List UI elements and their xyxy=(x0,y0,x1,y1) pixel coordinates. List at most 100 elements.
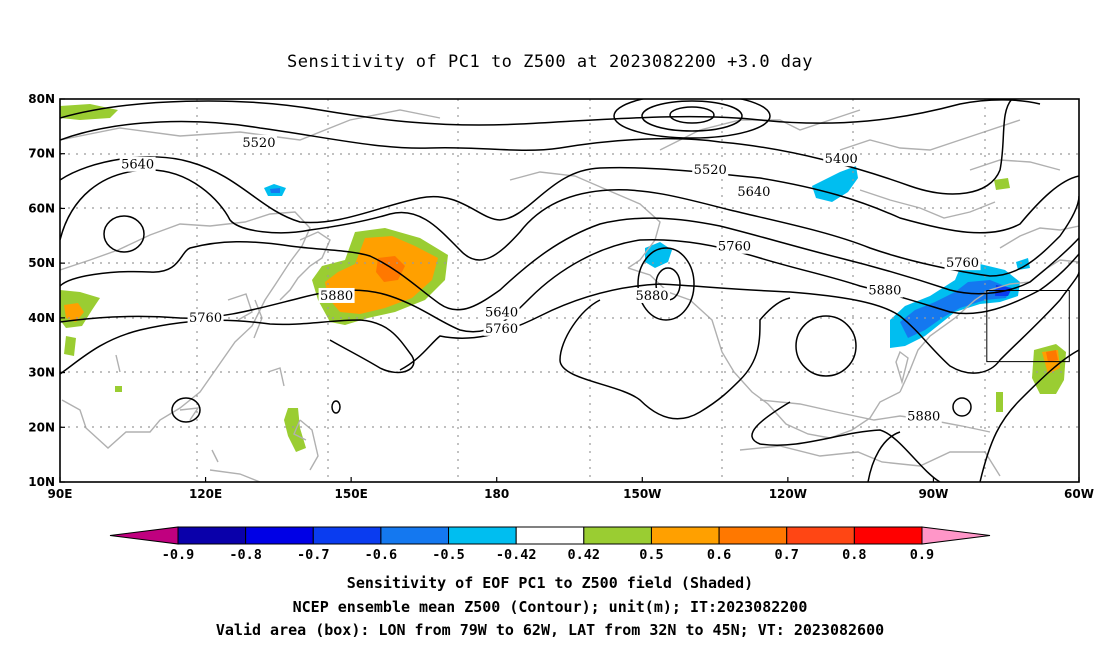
colorbar-segment xyxy=(921,526,991,545)
contour-label-bg xyxy=(483,320,520,336)
contour-label: 5640 xyxy=(485,305,518,320)
contour-label: 5400 xyxy=(825,152,858,167)
caption-shading: Sensitivity of EOF PC1 to Z500 field (Sh… xyxy=(346,574,754,592)
latitude-axis: 80N 70N 60N 50N 40N 30N 20N 10N xyxy=(28,92,65,489)
contour-closed xyxy=(613,99,771,139)
contour-closed xyxy=(952,397,972,417)
lon-tick-label: 90E xyxy=(48,487,73,501)
lat-tick-label: 40N xyxy=(28,311,55,325)
positive-sensitivity-region xyxy=(115,386,122,392)
colorbar-segment xyxy=(583,526,652,545)
contour-closed xyxy=(171,397,201,423)
sensitivity-shading xyxy=(60,104,1066,452)
lon-tick-label: 120E xyxy=(189,487,222,501)
contour-label: 5640 xyxy=(121,158,154,173)
contour-label-bg xyxy=(318,287,355,303)
negative-sensitivity-region xyxy=(1016,258,1030,270)
z500-contours xyxy=(60,99,1079,482)
contour-label-bg xyxy=(633,287,670,303)
lat-tick-label: 30N xyxy=(28,366,55,380)
colorbar-label: 0.7 xyxy=(775,547,799,563)
contour-label: 5880 xyxy=(907,409,940,424)
colorbar-segment xyxy=(650,526,720,545)
contour-line xyxy=(60,169,1079,277)
longitude-axis: 90E 120E 150E 180 150W 120W 90W 60W xyxy=(48,477,1094,501)
grid-lines xyxy=(60,99,1079,482)
contour-line xyxy=(60,217,1079,311)
contour-label-bg xyxy=(119,156,156,172)
lon-tick-label: 180 xyxy=(484,487,509,501)
colorbar-label: -0.8 xyxy=(229,547,262,563)
contour-label-bg xyxy=(187,309,224,325)
contour-closed xyxy=(669,106,715,124)
colorbar-segment xyxy=(312,526,382,545)
lat-tick-label: 70N xyxy=(28,147,55,161)
valid-area-box xyxy=(986,290,1070,363)
colorbar-segment xyxy=(448,526,517,545)
contour-label-bg xyxy=(716,238,753,254)
contour-closed xyxy=(331,400,341,414)
contour-label-bg xyxy=(905,408,942,424)
contour-label: 5760 xyxy=(946,256,979,271)
contour-line xyxy=(60,238,1079,333)
positive-sensitivity-region xyxy=(60,104,118,120)
contour-line xyxy=(60,156,1079,234)
contour-closed xyxy=(641,100,743,132)
lat-tick-label: 10N xyxy=(28,475,55,489)
lat-tick-label: 60N xyxy=(28,201,55,215)
contour-label: 5880 xyxy=(320,289,353,304)
contour-line xyxy=(751,401,941,482)
contour-line xyxy=(60,99,1041,126)
colorbar-segment xyxy=(718,526,788,545)
colorbar-label: -0.9 xyxy=(162,547,195,563)
contour-label: 5520 xyxy=(242,136,275,151)
colorbar-segment xyxy=(380,526,450,545)
contour-line xyxy=(979,349,1079,482)
contour-label: 5880 xyxy=(635,289,668,304)
contour-label: 5760 xyxy=(718,240,751,255)
contour-label: 5520 xyxy=(694,163,727,178)
contour-label: 5640 xyxy=(737,185,770,200)
colorbar-label: 0.42 xyxy=(568,547,601,563)
negative-sensitivity-region xyxy=(270,188,280,193)
map-title: Sensitivity of PC1 to Z500 at 2023082200… xyxy=(286,52,813,72)
lon-tick-label: 60W xyxy=(1064,487,1094,501)
caption-contour: NCEP ensemble mean Z500 (Contour); unit(… xyxy=(292,598,808,616)
caption-valid-area: Valid area (box): LON from 79W to 62W, L… xyxy=(215,621,885,639)
contour-line xyxy=(60,99,1013,195)
lat-tick-label: 20N xyxy=(28,420,55,434)
contour-closed xyxy=(795,315,857,377)
contour-label-bg xyxy=(240,134,277,150)
colorbar-label: 0.9 xyxy=(910,547,934,563)
colorbar-segment xyxy=(245,526,314,545)
colorbar-label: -0.7 xyxy=(297,547,330,563)
map-frame xyxy=(59,98,1080,483)
contour-line xyxy=(867,431,901,482)
colorbar-label: 0.8 xyxy=(842,547,866,563)
contour-label-bg xyxy=(483,304,520,320)
colorbar: -0.9 -0.8 -0.7 -0.6 -0.5 -0.42 0.42 0.5 0.6 0.7 0.… xyxy=(109,526,991,563)
lon-tick-label: 90W xyxy=(918,487,948,501)
contour-label: 5880 xyxy=(868,284,901,299)
positive-sensitivity-region xyxy=(1046,350,1058,362)
colorbar-segment xyxy=(515,526,585,545)
colorbar-label: -0.42 xyxy=(496,547,537,563)
negative-sensitivity-region xyxy=(812,166,858,202)
contour-label: 5760 xyxy=(485,322,518,337)
positive-sensitivity-region xyxy=(996,392,1003,412)
contour-label-bg xyxy=(823,151,860,167)
coastlines xyxy=(60,109,1079,482)
colorbar-segment xyxy=(177,526,247,545)
positive-sensitivity-region xyxy=(64,303,84,322)
contour-labels: 5520 5640 5880 5760 5640 5760 5880 5520 5400 5640… xyxy=(119,134,1100,424)
contour-label-bg xyxy=(735,184,772,200)
positive-sensitivity-region xyxy=(64,336,76,356)
lon-tick-label: 150E xyxy=(335,487,368,501)
contour-line xyxy=(60,319,415,375)
contour-closed xyxy=(637,247,695,321)
contour-label: 5760 xyxy=(189,311,222,326)
lon-tick-label: 120W xyxy=(769,487,807,501)
colorbar-label: -0.5 xyxy=(432,547,465,563)
contour-label-bg xyxy=(944,255,981,271)
lat-tick-label: 80N xyxy=(28,92,55,106)
